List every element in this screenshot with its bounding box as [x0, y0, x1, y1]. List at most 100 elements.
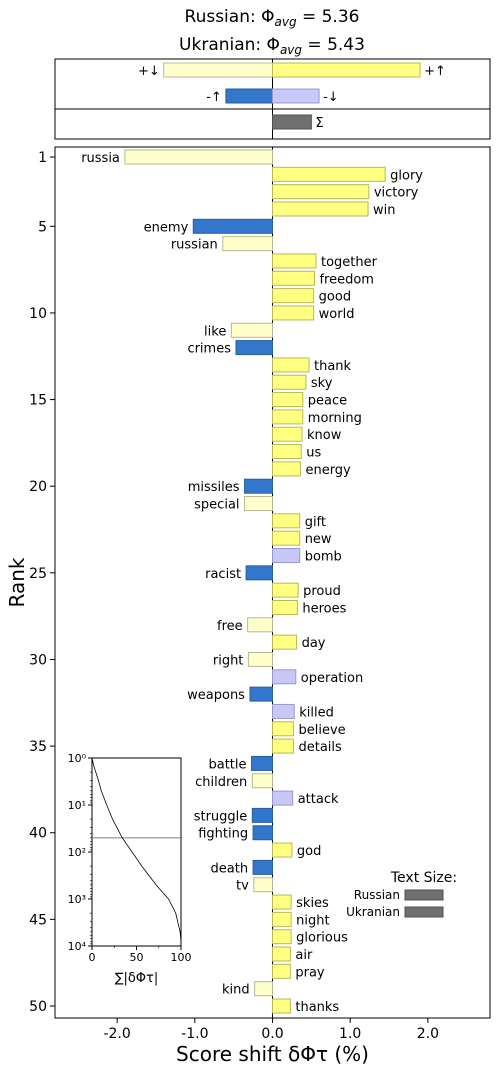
bar-children — [251, 773, 274, 789]
bar-new — [272, 530, 301, 546]
legend-label-russian: Russian — [354, 888, 400, 902]
word-label-missiles: missiles — [188, 480, 240, 495]
inset-y-label-4: 10⁴ — [68, 940, 87, 953]
bar-thanks — [272, 998, 291, 1014]
word-label-thanks: thanks — [295, 1000, 339, 1015]
word-label-right: right — [213, 653, 244, 668]
word-label-energy: energy — [305, 463, 351, 478]
bar-special — [244, 496, 274, 512]
word-label-good: good — [319, 290, 351, 305]
bar-battle — [251, 755, 273, 771]
inset-x-axis-label: ∑|δΦτ| — [115, 971, 159, 986]
inset-x-label-50: 50 — [130, 951, 144, 964]
bar-racist — [245, 565, 273, 581]
bar-night — [272, 911, 292, 927]
bar-morning — [272, 409, 304, 425]
inset-x-label-0: 0 — [89, 951, 96, 964]
summary-bar-2 — [272, 62, 421, 78]
bar-russian — [222, 236, 274, 252]
word-label-us: us — [306, 446, 321, 461]
text-size-legend: Text Size: Russian Ukranian — [346, 870, 457, 919]
y-axis-label: Rank — [5, 557, 29, 607]
word-label-win: win — [373, 203, 395, 218]
bar-glory — [272, 166, 386, 182]
bar-energy — [272, 461, 301, 477]
summary-bar-3 — [225, 88, 273, 104]
word-label-racist: racist — [205, 567, 241, 582]
word-label-russia: russia — [81, 151, 120, 166]
inset-y-label-2: 10² — [68, 846, 86, 859]
bar-operation — [272, 669, 297, 685]
x-tick-label-2: -1.0 — [181, 1026, 208, 1042]
bar-weapons — [249, 686, 274, 702]
bar-thank — [272, 357, 310, 373]
word-label-victory: victory — [374, 186, 419, 201]
bar-day — [272, 634, 298, 650]
word-label-new: new — [305, 532, 332, 547]
legend-title: Text Size: — [390, 870, 457, 886]
bar-killed — [272, 703, 295, 719]
bar-good — [272, 288, 315, 304]
y-tick-label-10: 10 — [29, 306, 47, 322]
bar-crimes — [235, 340, 274, 356]
word-label-proud: proud — [303, 584, 341, 599]
bar-death — [252, 859, 273, 875]
legend-bar-ukranian — [404, 906, 444, 918]
word-label-glory: glory — [390, 168, 423, 183]
word-label-operation: operation — [301, 671, 363, 686]
bar-struggle — [251, 807, 274, 823]
inset-y-label-1: 10¹ — [68, 799, 86, 812]
bar-attack — [272, 790, 294, 806]
bar-freedom — [272, 270, 315, 286]
summary-bar-4 — [272, 88, 320, 104]
y-tick-label-20: 20 — [29, 479, 47, 495]
word-label-god: god — [297, 844, 321, 859]
bar-enemy — [192, 218, 273, 234]
word-label-killed: killed — [299, 705, 334, 720]
bar-world — [272, 305, 315, 321]
bar-bomb — [272, 548, 301, 564]
bar-victory — [272, 184, 370, 200]
word-label-believe: believe — [298, 723, 345, 738]
word-label-pray: pray — [295, 965, 325, 980]
word-label-gift: gift — [305, 515, 326, 530]
word-label-details: details — [298, 740, 342, 755]
bar-fighting — [252, 825, 273, 841]
summary-label-5: Σ — [315, 116, 323, 131]
bar-pray — [272, 963, 291, 979]
word-label-enemy: enemy — [144, 220, 189, 235]
word-label-children: children — [195, 775, 247, 790]
word-label-attack: attack — [298, 792, 339, 807]
bar-tv — [253, 877, 274, 893]
word-label-night: night — [296, 913, 329, 928]
y-tick-label-50: 50 — [29, 999, 47, 1015]
bar-know — [272, 426, 303, 442]
y-tick-label-5: 5 — [38, 219, 47, 235]
word-label-know: know — [307, 428, 342, 443]
word-label-day: day — [302, 636, 326, 651]
word-label-sky: sky — [311, 376, 333, 391]
summary-label-1: +↓ — [138, 64, 160, 79]
bar-proud — [272, 582, 299, 598]
y-tick-label-30: 30 — [29, 652, 47, 668]
bar-god — [272, 842, 293, 858]
legend-label-ukranian: Ukranian — [346, 905, 400, 919]
summary-panel: +↓ +↑ -↑ -↓Σ — [54, 58, 491, 140]
bar-like — [230, 322, 273, 338]
x-tick-label-3: 0.0 — [261, 1026, 283, 1042]
word-label-air: air — [295, 948, 313, 963]
word-label-peace: peace — [308, 394, 347, 409]
word-label-death: death — [211, 861, 249, 876]
summary-bar-1 — [163, 62, 273, 78]
y-tick-label-15: 15 — [29, 393, 47, 409]
word-label-freedom: freedom — [319, 272, 374, 287]
bar-heroes — [272, 599, 298, 615]
title-line-1: Russian: Φavg = 5.36 — [185, 7, 360, 29]
bar-right — [247, 651, 274, 667]
bar-sky — [272, 374, 307, 390]
word-label-bomb: bomb — [305, 550, 342, 565]
chart-title: Russian: Φavg = 5.36 Ukranian: Φavg = 5.4… — [179, 7, 365, 57]
